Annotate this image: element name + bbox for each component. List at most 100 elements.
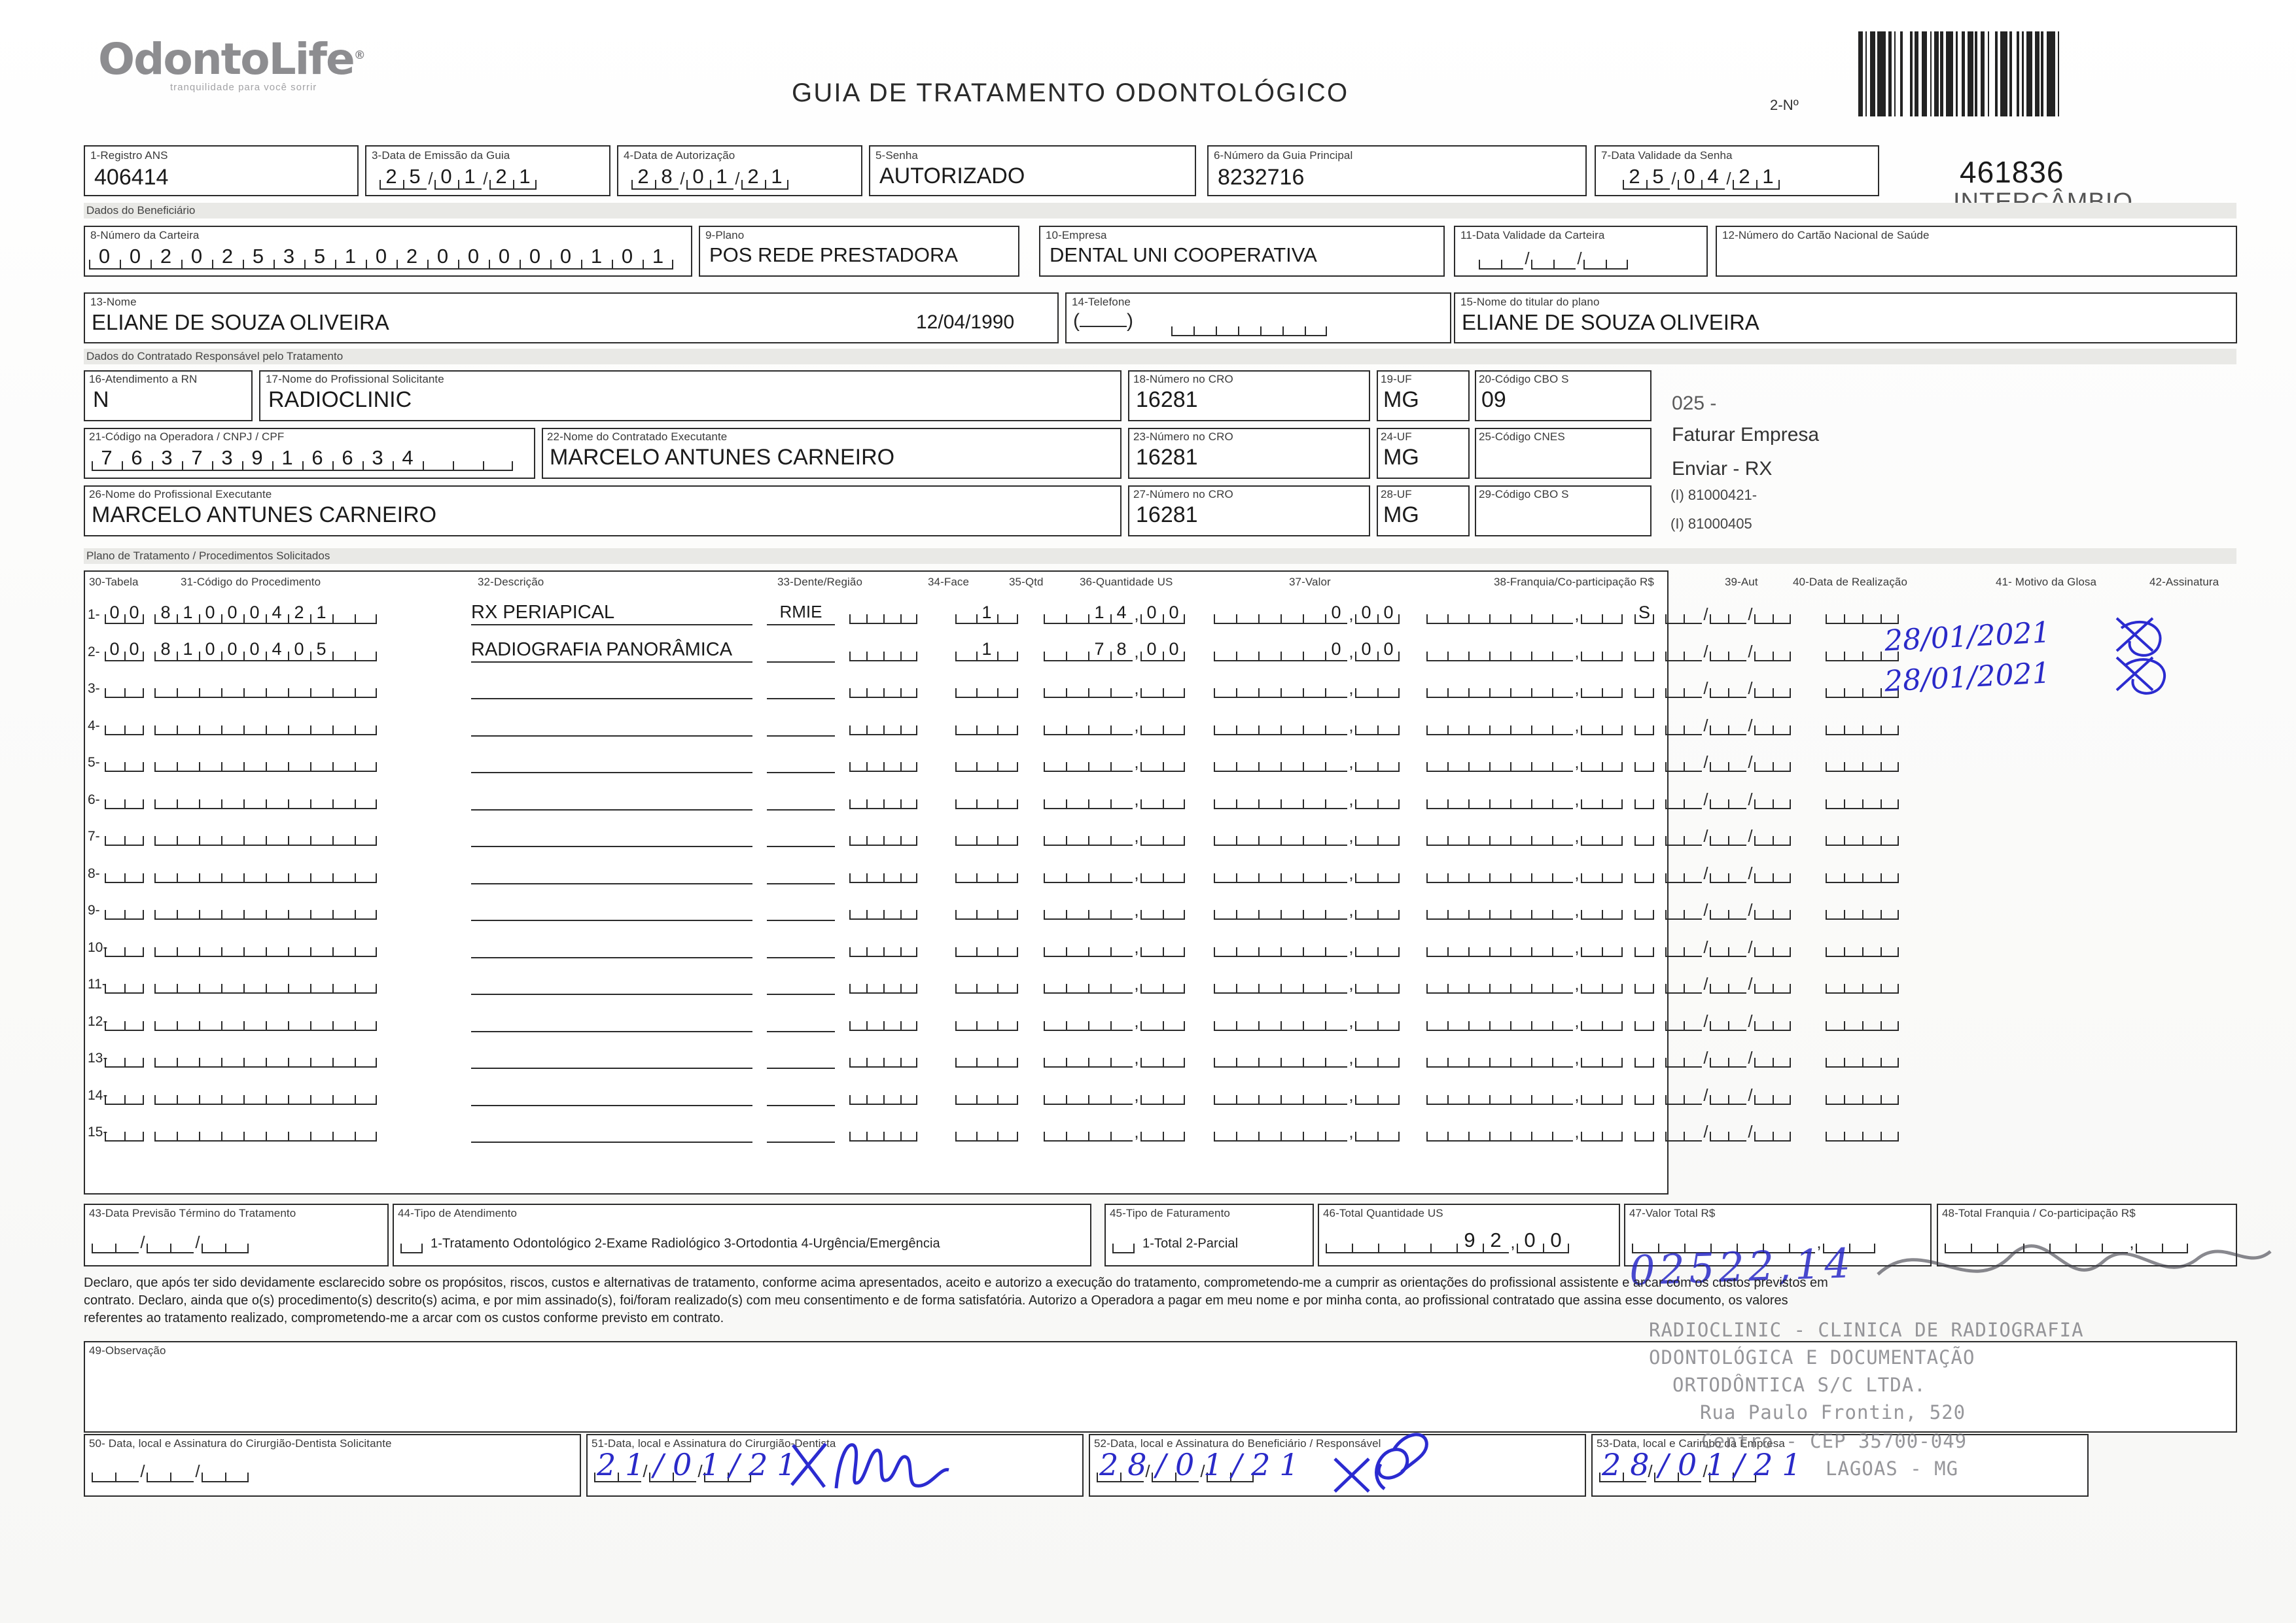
comb-cell[interactable] [1510, 713, 1531, 735]
comb-cell[interactable] [1163, 935, 1185, 957]
cell-aut[interactable] [1634, 676, 1654, 698]
comb-cell[interactable] [288, 861, 310, 883]
cell-dente-regiao[interactable]: RMIE [767, 602, 835, 625]
cell-motivo-glosa[interactable] [1826, 861, 1899, 883]
comb-cell[interactable] [1552, 898, 1573, 920]
cell-face[interactable] [849, 602, 917, 624]
comb-cell[interactable] [1728, 639, 1746, 661]
comb-cell[interactable]: 1 [765, 165, 788, 190]
cell-valor[interactable]: , [1214, 935, 1400, 957]
comb-cell[interactable] [1110, 750, 1133, 772]
comb-cell[interactable] [1468, 1045, 1489, 1068]
comb-cell[interactable] [115, 1457, 139, 1482]
comb-cell[interactable] [1110, 971, 1133, 994]
comb-cell[interactable] [124, 971, 144, 994]
cell-dente-regiao[interactable] [767, 935, 835, 958]
comb-cell[interactable] [199, 935, 221, 957]
cell-descricao[interactable]: RX PERIAPICAL [471, 602, 752, 625]
comb-cell[interactable] [1110, 676, 1133, 698]
comb-cell[interactable] [997, 676, 1018, 698]
comb-cell[interactable] [266, 1009, 288, 1031]
comb-cell[interactable] [1632, 1229, 1658, 1253]
comb-cell[interactable] [1581, 861, 1602, 883]
comb-cell[interactable] [1665, 602, 1684, 624]
comb-cell[interactable]: 0 [1355, 602, 1377, 624]
cell-codigo[interactable] [154, 1083, 377, 1105]
comb-cell[interactable] [976, 787, 997, 809]
comb-cell[interactable]: 2 [212, 245, 243, 270]
comb-cell[interactable] [900, 750, 917, 772]
comb-cell[interactable] [1634, 676, 1654, 698]
comb-cell[interactable] [1377, 787, 1400, 809]
comb-cell[interactable] [2136, 1229, 2162, 1253]
comb-cell[interactable] [1862, 1045, 1881, 1068]
cell-valor[interactable]: , [1214, 1119, 1400, 1142]
comb-cell[interactable] [221, 1083, 243, 1105]
comb-cell[interactable] [1634, 861, 1654, 883]
comb-cell[interactable] [1426, 935, 1447, 957]
comb-cell[interactable] [1583, 245, 1606, 270]
comb-cell[interactable] [1510, 1119, 1531, 1142]
comb-cell[interactable]: 0 [243, 602, 266, 624]
comb-cell[interactable] [154, 898, 177, 920]
comb-cell[interactable] [1163, 750, 1185, 772]
comb-cell[interactable] [1447, 861, 1468, 883]
comb-cell[interactable] [1110, 1045, 1133, 1068]
comb-cell[interactable] [199, 1009, 221, 1031]
cell-franquia[interactable]: , [1426, 1009, 1623, 1031]
cell-qtd[interactable] [955, 713, 1018, 735]
comb-cell[interactable] [1326, 1229, 1352, 1253]
comb-cell[interactable] [1754, 602, 1773, 624]
comb-cell[interactable] [1684, 1119, 1702, 1142]
comb-cell[interactable] [288, 787, 310, 809]
comb-cell[interactable] [1773, 787, 1791, 809]
cell-codigo[interactable] [154, 1119, 377, 1142]
comb-cell[interactable] [1489, 1083, 1510, 1105]
cell-valor[interactable]: , [1214, 824, 1400, 846]
cell-quantidade-us[interactable]: , [1044, 787, 1185, 809]
comb-cell[interactable] [1088, 935, 1110, 957]
comb-cell[interactable] [332, 1045, 355, 1068]
comb-cell[interactable] [1665, 1009, 1684, 1031]
comb-cell[interactable] [1258, 1119, 1280, 1142]
cell-descricao[interactable] [471, 971, 752, 995]
comb-cell[interactable] [955, 898, 976, 920]
comb-cell[interactable] [1066, 787, 1088, 809]
comb-cell[interactable] [1531, 971, 1552, 994]
comb-cell[interactable] [1997, 1229, 2023, 1253]
comb-cell[interactable] [1163, 787, 1185, 809]
comb-cell[interactable] [332, 750, 355, 772]
comb-cell[interactable]: 2 [397, 245, 427, 270]
cell-motivo-glosa[interactable] [1826, 898, 1899, 920]
comb-cell[interactable] [1634, 1083, 1654, 1105]
comb-cell[interactable] [1066, 935, 1088, 957]
comb-cell[interactable]: 1 [643, 245, 673, 270]
comb-cell[interactable] [1844, 1045, 1862, 1068]
comb-cell[interactable] [1260, 311, 1282, 336]
comb-cell[interactable] [1468, 824, 1489, 846]
comb-cell[interactable] [243, 1045, 266, 1068]
comb-cell[interactable] [1258, 602, 1280, 624]
cell-dente-regiao[interactable] [767, 824, 835, 847]
comb-cell[interactable] [1426, 861, 1447, 883]
comb-cell[interactable]: 0 [124, 602, 144, 624]
value-data-emissao[interactable]: 2 5/0 1/2 1 [380, 165, 537, 190]
comb-cell[interactable] [154, 971, 177, 994]
cell-face[interactable] [849, 1045, 917, 1068]
comb-cell[interactable] [900, 1009, 917, 1031]
comb-cell[interactable] [1044, 713, 1066, 735]
comb-cell[interactable] [202, 1229, 225, 1253]
comb-cell[interactable] [997, 787, 1018, 809]
comb-cell[interactable] [124, 713, 144, 735]
comb-cell[interactable] [1066, 1045, 1088, 1068]
comb-cell[interactable]: 8 [1110, 639, 1133, 661]
comb-cell[interactable] [1634, 639, 1654, 661]
comb-cell[interactable] [154, 935, 177, 957]
cell-aut[interactable] [1634, 750, 1654, 772]
comb-cell[interactable]: 9 [1457, 1229, 1483, 1253]
comb-cell[interactable] [288, 1045, 310, 1068]
comb-cell[interactable] [1110, 935, 1133, 957]
comb-cell[interactable] [1236, 676, 1258, 698]
